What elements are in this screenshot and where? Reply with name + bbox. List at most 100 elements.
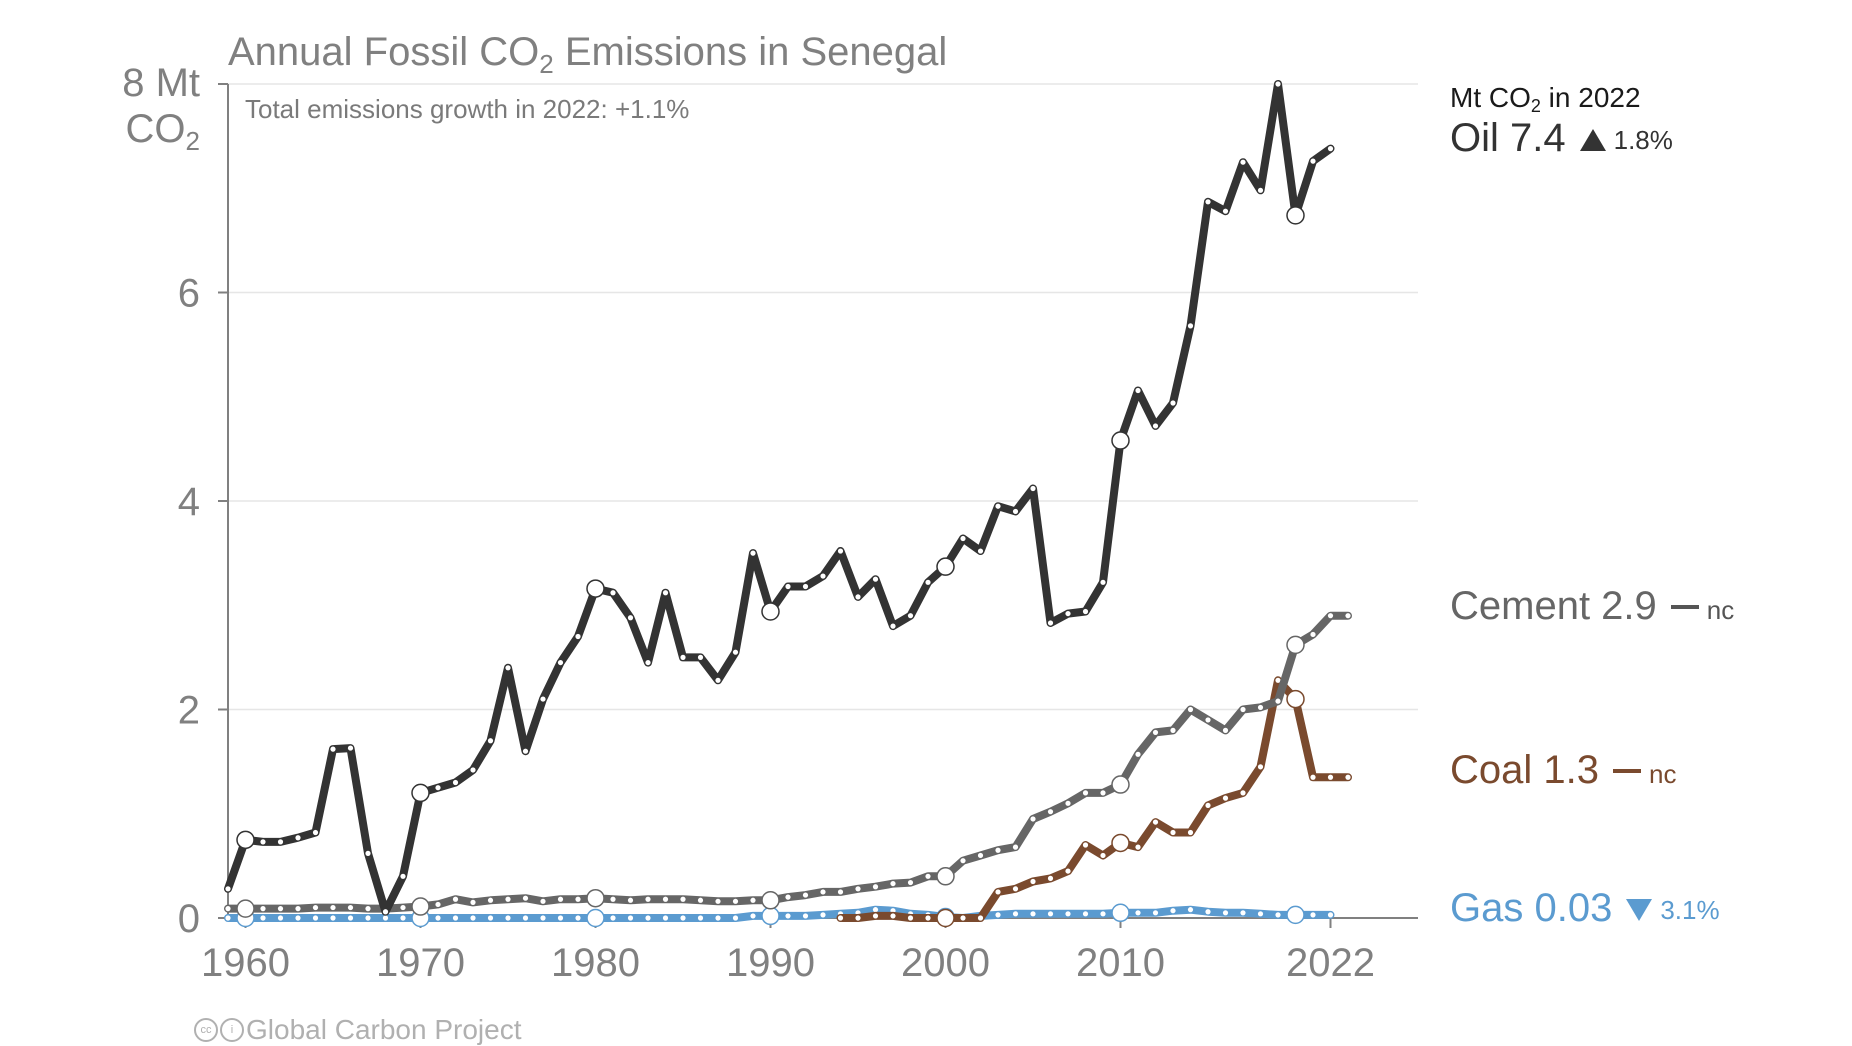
cement-point-1977 [540,899,545,904]
oil-point-2007 [1065,611,1070,616]
y-tick-label: 0 [178,897,200,941]
gas-point-1981 [610,915,615,920]
gas-point-1973 [470,915,475,920]
oil-point-1984 [663,590,668,595]
cement-point-1975 [505,897,510,902]
oil-point-1997 [890,624,895,629]
legend-gas: Gas 0.03 3.1% [1450,886,1720,931]
coal-point-2016 [1223,796,1228,801]
oil-point-2015 [1205,199,1210,204]
gas-point-1979 [575,915,580,920]
legend-coal-label: Coal 1.3 [1450,748,1599,793]
gas-point-2018 [1258,911,1263,916]
credit-text: Global Carbon Project [246,1014,521,1046]
cement-point-1983 [645,897,650,902]
cement-point-1971 [435,902,440,907]
credit-line: cc i Global Carbon Project [194,1014,521,1046]
gas-point-1989 [750,913,755,918]
axes [218,84,1418,928]
gas-point-1965 [330,915,335,920]
gas-point-2016 [1223,910,1228,915]
oil-point-1964 [313,830,318,835]
legend-oil: Oil 7.4 1.8% [1450,116,1673,161]
cement-point-1994 [838,889,843,894]
x-tick-label: 2010 [1076,941,1165,985]
cement-point-2003 [995,848,1000,853]
cement-point-1991 [785,895,790,900]
chart-subtitle: Total emissions growth in 2022: +1.1% [245,94,689,125]
x-tick-label: 1980 [551,941,640,985]
x-tick-label: 2000 [901,941,990,985]
oil-point-2013 [1170,400,1175,405]
gas-point-2009 [1100,911,1105,916]
legend-header: Mt CO2 in 2022 [1450,82,1641,117]
cement-point-2017 [1240,707,1245,712]
cement-point-1984 [663,897,668,902]
cement-point-2019 [1275,699,1280,704]
gas-point-2021 [1310,912,1315,917]
oil-point-1979 [575,634,580,639]
cement-point-2023 [1345,613,1350,618]
legend-cement-label: Cement 2.9 [1450,584,1657,629]
x-tick-label: 1990 [726,941,815,985]
oil-point-2012 [1153,423,1158,428]
oil-point-1999 [925,580,930,585]
cement-point-1965 [330,905,335,910]
oil-point-2008 [1083,609,1088,614]
coal-point-2001 [960,915,965,920]
oil-point-1961 [260,839,265,844]
oil-point-1968 [383,909,388,914]
cement-point-1989 [750,898,755,903]
oil-point-2016 [1223,209,1228,214]
cement-point-1964 [313,905,318,910]
oil-point-1974 [488,738,493,743]
cement-point-1995 [855,886,860,891]
oil-point-1971 [435,785,440,790]
cement-point-1982 [628,898,633,903]
cement-point-1978 [558,897,563,902]
coal-point-2000 [937,910,954,927]
cement-point-1981 [610,897,615,902]
cement-point-1998 [908,880,913,885]
legend-coal: Coal 1.3 nc [1450,748,1676,793]
cement-point-2011 [1135,752,1140,757]
oil-point-1983 [645,660,650,665]
cement-point-2021 [1310,632,1315,637]
gas-point-1985 [680,915,685,920]
gas-point-2022 [1328,912,1333,917]
gas-point-2019 [1275,912,1280,917]
gas-point-2007 [1065,911,1070,916]
gas-point-1968 [383,915,388,920]
coal-point-2018 [1258,764,1263,769]
oil-point-1989 [750,551,755,556]
oil-point-1990 [762,603,779,620]
oil-point-2000 [937,558,954,575]
gas-point-1992 [803,913,808,918]
cement-point-2000 [937,868,954,885]
cement-point-1963 [295,906,300,911]
gas-point-1980 [587,910,604,927]
gas-point-2020 [1287,906,1304,923]
cement-line [228,616,1348,909]
cement-point-2004 [1013,845,1018,850]
oil-point-2009 [1100,580,1105,585]
cement-point-2015 [1205,717,1210,722]
gas-point-1977 [540,915,545,920]
oil-point-1993 [820,573,825,578]
gas-point-2010 [1112,904,1129,921]
coal-point-1999 [925,915,930,920]
oil-point-2018 [1258,188,1263,193]
oil-point-1962 [278,839,283,844]
gas-point-1987 [715,915,720,920]
coal-point-2006 [1048,876,1053,881]
cement-point-1966 [348,905,353,910]
cement-point-1961 [260,906,265,911]
oil-point-2003 [995,504,1000,509]
gas-point-2011 [1135,910,1140,915]
cement-point-1973 [470,900,475,905]
chart-title: Annual Fossil CO2 Emissions in Senegal [228,30,947,80]
cement-point-1972 [453,897,458,902]
oil-line [228,84,1331,912]
gas-point-1983 [645,915,650,920]
series-cement [225,613,1350,917]
